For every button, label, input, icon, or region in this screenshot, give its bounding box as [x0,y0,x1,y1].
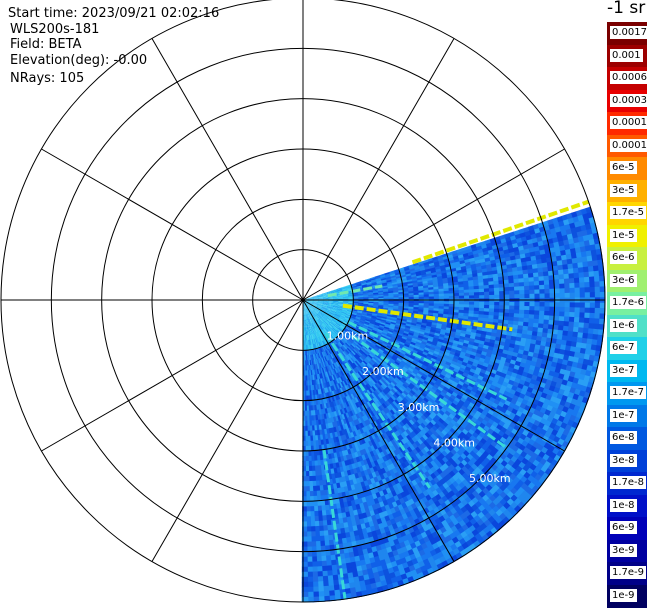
polar-plot: 1.00km 2.00km 3.00km 4.00km 5.00km [0,0,607,607]
beta-data-sector [302,207,606,603]
